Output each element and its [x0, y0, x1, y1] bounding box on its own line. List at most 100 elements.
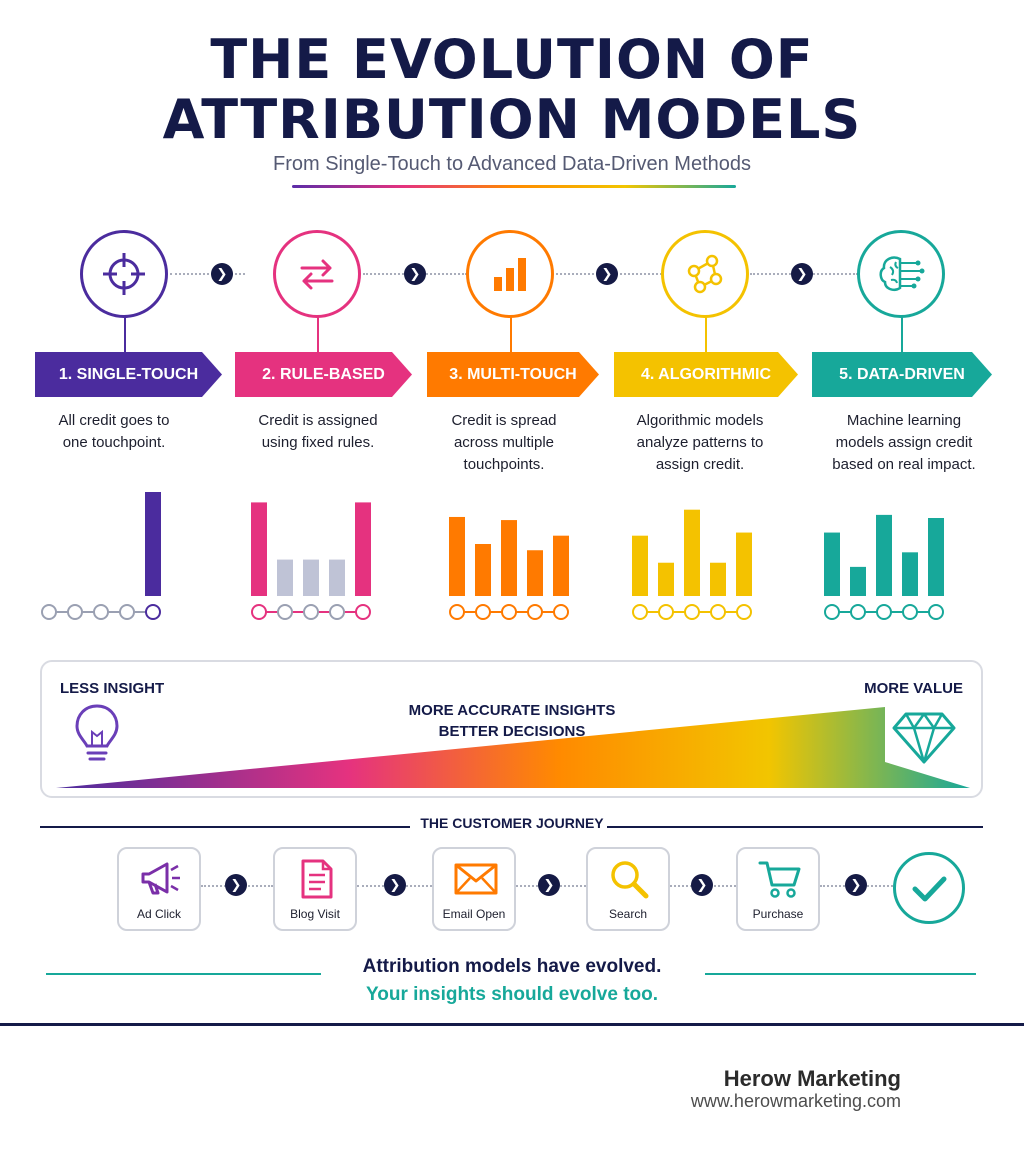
journey-rule-right [607, 826, 983, 828]
diamond-icon [892, 712, 956, 764]
touchpoint-node [67, 604, 83, 620]
credit-bar [824, 532, 840, 596]
credit-bar [501, 520, 517, 596]
closing-line-2: Your insights should evolve too. [365, 984, 659, 1005]
credit-chart-data-driven [818, 488, 968, 628]
touchpoint-node [902, 604, 918, 620]
journey-rule-left [40, 826, 410, 828]
closing-rule-right [705, 973, 976, 975]
chevron-right-icon: ❯ [384, 874, 406, 896]
touchpoint-node [329, 604, 345, 620]
page-title: THE EVOLUTION OF ATTRIBUTION MODELS [0, 30, 1024, 150]
credit-bar [928, 518, 944, 596]
journey-step-label: Ad Click [136, 907, 181, 921]
credit-chart-single-touch [35, 488, 185, 628]
magnifier-icon [611, 861, 649, 899]
touchpoint-node [824, 604, 840, 620]
title-line-1: THE EVOLUTION OF [210, 28, 814, 91]
cart-icon [758, 861, 801, 898]
stage-banner: 5. DATA-DRIVEN [812, 352, 992, 397]
touchpoint-node [684, 604, 700, 620]
stage-stem [124, 317, 126, 353]
touchpoint-node [736, 604, 752, 620]
stage-description: Machine learning models assign credit base… [832, 412, 976, 473]
credit-bar [475, 544, 491, 596]
journey-step-blog-visit: Blog Visit [273, 847, 357, 931]
credit-chart-algorithmic [626, 488, 776, 628]
journey-step-email-open: Email Open [432, 847, 516, 931]
stage-stem [317, 317, 319, 353]
brand-name: Herow Marketing [723, 1066, 901, 1091]
bar-chart-icon [466, 230, 554, 318]
chevron-right-icon: ❯ [538, 874, 560, 896]
touchpoint-node [553, 604, 569, 620]
journey-step-label: Purchase [752, 907, 804, 921]
touchpoint-node [850, 604, 866, 620]
touchpoint-node [277, 604, 293, 620]
credit-bar [449, 516, 465, 596]
title-line-2: ATTRIBUTION MODELS [162, 88, 862, 151]
journey-step-label: Search [608, 907, 648, 921]
stage-stem [901, 317, 903, 353]
page-subtitle: From Single-Touch to Advanced Data-Drive… [272, 153, 751, 175]
stage-stem [510, 317, 512, 353]
credit-bar [736, 532, 752, 596]
credit-bar [355, 502, 371, 596]
brand-url: www.herowmarketing.com [690, 1091, 901, 1111]
touchpoint-node [527, 604, 543, 620]
swap-arrows-icon [273, 230, 361, 318]
chevron-right-icon: ❯ [845, 874, 867, 896]
stage-banner: 4. ALGORITHMIC [614, 352, 798, 397]
insight-panel: LESS INSIGHT MORE VALUE MORE ACCURATE IN… [40, 660, 983, 798]
credit-bar [553, 535, 569, 596]
journey-step-ad-click: Ad Click [117, 847, 201, 931]
chevron-right-icon: ❯ [225, 874, 247, 896]
credit-bar [684, 509, 700, 596]
credit-bar [251, 502, 267, 596]
chevron-right-icon: ❯ [211, 263, 233, 285]
touchpoint-node [876, 604, 892, 620]
chevron-right-icon: ❯ [791, 263, 813, 285]
document-icon [301, 859, 333, 899]
stage-banner: 2. RULE-BASED [235, 352, 412, 397]
lightbulb-icon [75, 704, 119, 761]
checkmark-icon [893, 852, 965, 924]
touchpoint-node [93, 604, 109, 620]
touchpoint-node [303, 604, 319, 620]
network-nodes-icon [661, 230, 749, 318]
target-icon [80, 230, 168, 318]
touchpoint-node [251, 604, 267, 620]
stage-description: Credit is spread across multiple touchpoin… [451, 412, 557, 473]
credit-bar [277, 559, 293, 596]
credit-bar [850, 566, 866, 596]
journey-step-label: Email Open [442, 907, 506, 921]
footer-divider [0, 1023, 1024, 1026]
touchpoint-node [658, 604, 674, 620]
chevron-right-icon: ❯ [596, 263, 618, 285]
credit-bar [876, 514, 892, 596]
less-insight-label: LESS INSIGHT [60, 680, 165, 697]
stage-banner: 3. MULTI-TOUCH [427, 352, 599, 397]
journey-title: THE CUSTOMER JOURNEY [420, 815, 604, 831]
touchpoint-node [928, 604, 944, 620]
touchpoint-node [119, 604, 135, 620]
stage-description: Credit is assigned using fixed rules. [258, 412, 378, 451]
touchpoint-node [145, 604, 161, 620]
touchpoint-node [475, 604, 491, 620]
touchpoint-node [632, 604, 648, 620]
journey-step-label: Blog Visit [290, 907, 340, 921]
insight-caption: MORE ACCURATE INSIGHTS BETTER DECISIONS [408, 702, 616, 740]
credit-bar [145, 492, 161, 596]
credit-bar [527, 550, 543, 596]
closing-line-1: Attribution models have evolved. [362, 956, 662, 977]
credit-bar [632, 535, 648, 596]
brain-circuit-icon [857, 230, 945, 318]
touchpoint-node [710, 604, 726, 620]
envelope-icon [454, 863, 498, 895]
stage-stem [705, 317, 707, 353]
touchpoint-node [41, 604, 57, 620]
credit-bar [710, 562, 726, 596]
credit-bar [658, 562, 674, 596]
touchpoint-node [355, 604, 371, 620]
credit-bar [329, 559, 345, 596]
